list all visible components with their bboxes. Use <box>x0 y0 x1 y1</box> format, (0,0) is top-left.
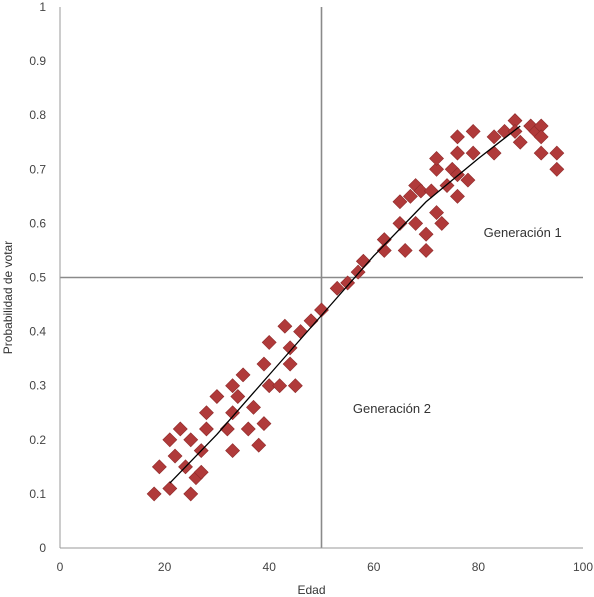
data-point <box>533 145 549 161</box>
data-point <box>350 264 366 280</box>
data-point <box>146 486 162 502</box>
data-point <box>429 205 444 221</box>
data-point <box>465 145 481 161</box>
data-point <box>209 389 225 404</box>
data-point <box>282 356 298 372</box>
data-point <box>277 318 293 334</box>
data-point <box>235 367 251 383</box>
data-point <box>423 183 439 199</box>
y-tick-labels: 0 0.1 0.2 0.3 0.4 0.5 0.6 0.7 0.8 0.9 1 <box>29 0 46 555</box>
data-point <box>282 340 298 356</box>
data-point <box>162 481 178 496</box>
annotations: Generación 1 Generación 2 <box>353 225 562 416</box>
y-tick-label: 0.3 <box>29 379 46 393</box>
data-point <box>486 129 502 145</box>
y-tick-label: 0.4 <box>29 325 46 339</box>
y-tick-label: 0.1 <box>29 487 46 501</box>
data-point <box>512 134 528 150</box>
data-point <box>450 145 465 161</box>
data-point <box>429 151 444 166</box>
data-point <box>287 378 303 394</box>
x-tick-label: 20 <box>158 560 172 574</box>
data-point <box>408 215 424 231</box>
data-point <box>225 378 241 394</box>
y-tick-label: 0.8 <box>29 108 46 122</box>
y-tick-label: 0 <box>39 541 46 555</box>
y-tick-label: 0.6 <box>29 216 46 230</box>
data-point <box>314 302 329 318</box>
data-point <box>246 399 261 415</box>
data-point <box>261 334 277 350</box>
data-point <box>199 405 214 421</box>
data-point <box>225 443 241 459</box>
data-point <box>397 243 413 258</box>
data-point <box>392 194 408 210</box>
data-point <box>465 124 481 139</box>
y-tick-label: 1 <box>39 0 46 14</box>
data-point <box>450 129 465 145</box>
data-point <box>193 464 209 480</box>
y-tick-label: 0.5 <box>29 271 46 285</box>
trend-line <box>169 125 521 484</box>
data-point <box>549 161 565 177</box>
data-point <box>434 215 450 231</box>
data-point <box>413 183 429 199</box>
data-point <box>450 188 465 204</box>
x-tick-label: 80 <box>472 560 486 574</box>
data-point <box>183 486 199 502</box>
data-point <box>418 243 434 258</box>
data-point <box>251 437 267 453</box>
data-point <box>533 129 549 145</box>
data-point <box>418 226 434 242</box>
annotation-label: Generación 2 <box>353 401 431 416</box>
data-point <box>261 378 277 394</box>
data-point <box>402 188 418 204</box>
data-point <box>429 161 444 177</box>
y-tick-label: 0.7 <box>29 162 46 176</box>
axes <box>59 7 583 549</box>
data-point <box>293 324 309 340</box>
x-tick-label: 60 <box>367 560 381 574</box>
data-points <box>146 113 565 502</box>
data-point <box>460 172 476 188</box>
y-tick-label: 0.2 <box>29 433 46 447</box>
trend-line-group <box>169 125 521 484</box>
x-tick-labels: 0 20 40 60 80 100 <box>57 560 594 574</box>
data-point <box>256 356 272 372</box>
x-axis-label: Edad <box>297 583 325 597</box>
y-tick-label: 0.9 <box>29 54 46 68</box>
reference-lines <box>60 7 583 548</box>
y-axis-label: Probabilidad de votar <box>1 241 15 354</box>
data-point <box>199 421 214 437</box>
data-point <box>256 416 272 431</box>
x-tick-label: 100 <box>573 560 593 574</box>
data-point <box>219 421 235 437</box>
x-tick-label: 40 <box>263 560 277 574</box>
data-point <box>486 145 502 161</box>
data-point <box>183 432 199 448</box>
x-tick-label: 0 <box>57 560 64 574</box>
data-point <box>272 378 288 394</box>
data-point <box>225 405 241 421</box>
annotation-label: Generación 1 <box>484 225 562 240</box>
data-point <box>392 215 408 231</box>
data-point <box>240 421 256 437</box>
data-point <box>329 280 345 296</box>
data-point <box>162 432 178 448</box>
data-point <box>167 448 183 464</box>
data-point <box>172 421 188 437</box>
data-point <box>230 389 246 404</box>
data-point <box>549 145 565 161</box>
data-point <box>151 459 167 475</box>
data-point <box>376 243 392 258</box>
